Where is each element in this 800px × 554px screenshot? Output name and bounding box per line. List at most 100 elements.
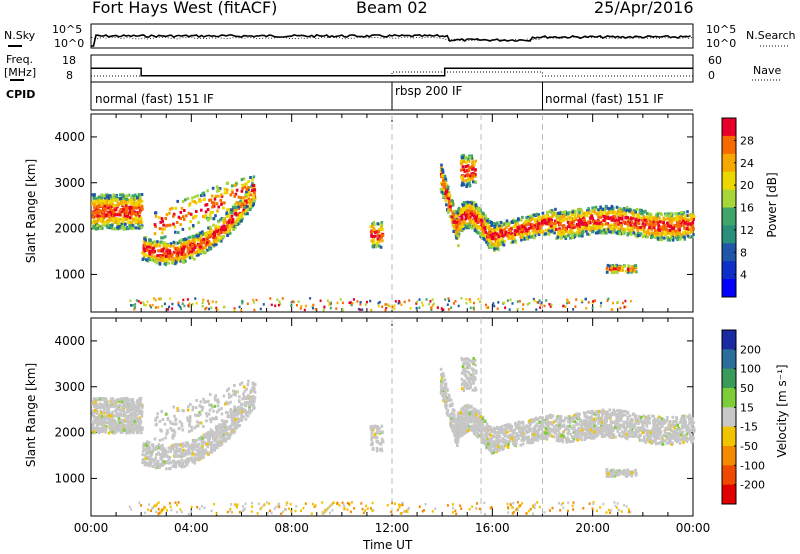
power-echo-cell [134,212,138,216]
power-echo-cell [181,249,184,253]
power-echo-cell [568,216,572,220]
power-echo-cell [376,222,380,226]
power-ground-scatter [350,303,353,307]
power-echo-cell [504,233,507,237]
power-echo-cell [126,194,130,198]
power-echo-cell [101,218,104,222]
power-echo-cell [161,219,164,223]
power-ground-scatter [536,301,539,304]
velocity-echo-cell [173,465,176,468]
power-echo-cell [580,209,583,213]
power-echo-cell [643,218,647,222]
power-echo-cell [535,221,538,225]
power-echo-cell [444,177,447,181]
power-echo-cell [689,228,692,231]
velocity-echo-cell [196,444,200,448]
power-echo-cell [191,199,194,203]
power-echo-cell [639,232,643,236]
power-echo-cell [118,222,121,225]
power-echo-cell [124,206,128,210]
power-ground-scatter [421,301,423,305]
velocity-echo-cell [171,464,175,468]
power-echo-cell [668,218,672,222]
power-echo-cell [250,189,254,193]
velocity-echo-cell [205,400,208,404]
power-ground-scatter [205,306,208,310]
power-echo-cell [222,220,226,224]
power-ground-scatter [492,302,495,305]
velocity-echo-cell [125,424,129,428]
power-echo-cell [110,201,113,205]
power-echo-cell [657,224,660,228]
velocity-echo-band [141,386,257,471]
power-echo-cell [460,168,463,172]
power-echo-cell [482,212,485,216]
velocity-echo-cell [244,401,247,405]
power-echo-cell [123,227,126,231]
velocity-echo-cell [135,417,139,421]
velocity-echo-cell [193,458,196,462]
power-echo-cell [673,217,676,221]
power-echo-cell [223,231,227,235]
velocity-echo-cell [105,425,108,429]
power-echo-cell [557,231,560,234]
power-echo-cell [537,216,540,220]
power-echo-cell [375,245,378,249]
power-echo-cell [520,232,523,236]
power-echo-cell [104,209,108,213]
velocity-echo-cell [132,403,135,406]
power-echo-cell [507,228,511,232]
velocity-echo-cell [233,429,236,433]
power-echo-cell [247,199,251,203]
power-echo-cell [674,216,678,220]
velocity-echo-cell [95,398,99,402]
power-echo-cell [659,220,662,224]
power-echo-cell [620,265,624,269]
power-echo-cell [488,244,491,248]
velocity-echo-cell [99,411,103,415]
velocity-echo-cell [209,443,213,447]
power-echo-cell [616,221,619,225]
velocity-echo-cell [236,413,239,417]
power-echo-cell [549,220,553,224]
velocity-echo-cell [232,431,236,435]
power-echo-cell [109,207,112,211]
power-echo-cell [652,233,655,237]
velocity-echo-cell [229,411,233,415]
velocity-echo-cell [97,406,101,409]
power-echo-cell [174,262,177,266]
velocity-echo-cell [126,418,129,422]
power-echo-cell [217,205,220,209]
power-echo-cell [460,227,464,231]
power-echo-cell [179,259,182,263]
power-echo-cell [597,219,601,223]
power-echo-cell [587,211,590,215]
velocity-echo-cell [118,403,122,407]
power-echo-cell [462,183,466,187]
power-echo-cell [598,213,602,217]
velocity-echo-cell [153,437,157,441]
power-echo-cell [201,248,205,252]
velocity-echo-cell [184,449,187,453]
power-echo-cell [444,182,448,186]
velocity-echo-cell [130,404,133,408]
velocity-echo-cell [214,444,217,448]
power-echo-cell [204,203,207,207]
power-echo-cell [503,239,506,243]
power-ground-scatter [328,301,331,305]
power-echo-cell [506,222,510,226]
power-echo-cell [550,226,554,230]
velocity-echo-cell [115,430,118,434]
power-ground-scatter [194,297,197,300]
velocity-echo-cell [199,452,203,456]
power-echo-cell [241,183,244,187]
velocity-echo-cell [91,424,95,428]
power-ground-scatter [400,303,403,307]
power-echo-cell [688,231,691,235]
velocity-echo-cell [206,442,209,446]
velocity-echo-cell [99,409,103,413]
power-ground-scatter [623,305,626,309]
power-echo-cell [138,226,141,230]
power-echo-cell [464,161,468,165]
power-echo-cell [650,235,654,239]
